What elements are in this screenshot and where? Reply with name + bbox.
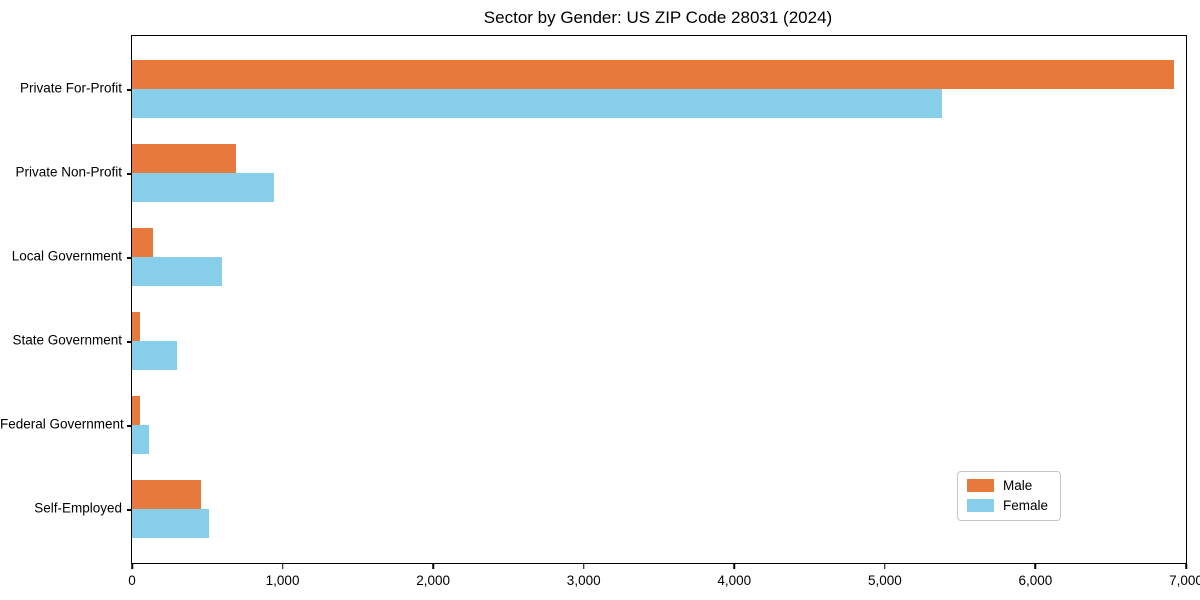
x-axis-tick-label: 2,000 [416,573,451,588]
bar-male-private-for-profit [132,60,1174,89]
bar-male-federal-government [132,396,140,425]
legend: Male Female [957,471,1062,521]
x-axis-tick [582,564,585,569]
bar-male-local-government [132,228,154,257]
x-axis-tick-label: 3,000 [566,573,601,588]
x-axis-tick-label: 0 [128,573,136,588]
bar-female-state-government [132,341,178,370]
x-axis-tick [432,564,434,569]
x-axis-tick-label: 5,000 [867,573,902,588]
legend-label-female: Female [1003,498,1049,513]
y-axis-tick [127,173,132,175]
x-axis-tick-label: 4,000 [717,573,752,588]
x-axis-tick-label: 1,000 [265,573,300,588]
y-axis-tick [127,89,132,91]
x-axis-tick [1185,564,1187,569]
bar-male-self-employed [132,480,201,509]
y-axis-tick [127,341,132,343]
y-axis-label-federal-government: Federal Government [0,416,124,432]
y-axis-tick [127,257,132,259]
chart-title: Sector by Gender: US ZIP Code 28031 (202… [483,8,833,27]
bar-male-private-non-profit [132,144,236,173]
x-axis-tick [1034,564,1037,569]
x-axis-tick [733,564,736,569]
x-axis-tick [131,564,133,569]
legend-item-male: Male [967,478,1048,493]
legend-swatch-male [967,479,994,492]
bar-female-self-employed [132,509,209,538]
y-axis-tick [127,509,132,511]
bar-female-federal-government [132,425,149,454]
y-axis-label-private-for-profit: Private For-Profit [19,80,122,96]
x-axis-tick-label: 7,000 [1169,573,1200,588]
x-axis-tick [281,564,284,569]
plot-area: 0 1,000 2,000 3,000 4,000 5,000 6,000 7,000 [127,35,1200,588]
bar-male-state-government [132,312,140,341]
legend-swatch-female [967,499,994,512]
y-axis-label-local-government: Local Government [11,248,122,264]
y-axis-label-private-non-profit: Private Non-Profit [15,164,122,180]
bar-female-private-for-profit [132,89,943,118]
bar-female-private-non-profit [132,173,275,202]
legend-label-male: Male [1003,478,1033,493]
y-axis-label-self-employed: Self-Employed [34,500,122,516]
x-axis-tick [884,564,886,569]
y-axis-tick [127,425,132,427]
legend-item-female: Female [967,498,1048,513]
bar-female-local-government [132,257,222,286]
x-axis-tick-label: 6,000 [1018,573,1053,588]
y-axis-label-state-government: State Government [12,332,122,348]
